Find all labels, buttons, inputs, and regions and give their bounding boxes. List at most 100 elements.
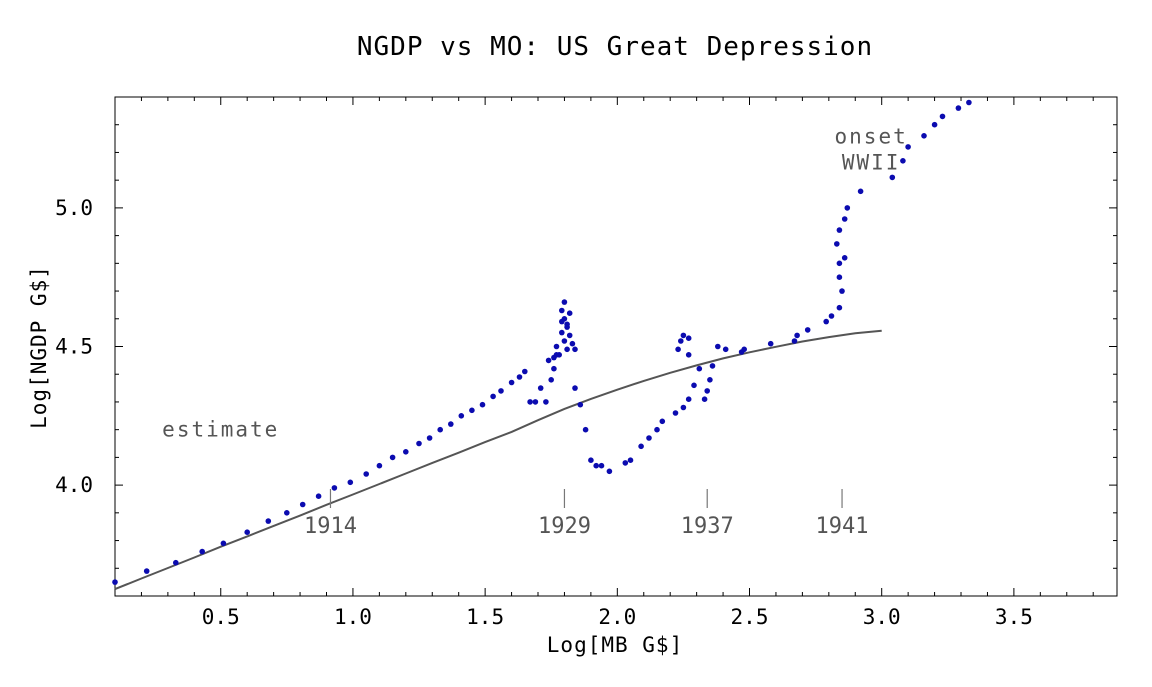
data-point <box>844 205 851 211</box>
x-tick-label: 3.5 <box>995 605 1033 629</box>
data-point <box>561 338 568 344</box>
x-tick-label: 2.5 <box>731 605 769 629</box>
data-point <box>331 485 338 491</box>
data-point <box>678 338 684 344</box>
data-point <box>709 363 716 369</box>
data-point <box>722 346 729 353</box>
data-point <box>794 332 800 339</box>
data-point <box>265 518 272 524</box>
data-point <box>284 510 290 516</box>
data-point <box>834 241 840 247</box>
y-tick-label: 4.0 <box>55 473 93 497</box>
data-point <box>680 404 687 411</box>
data-point <box>685 352 692 358</box>
annotation-wwii: onset <box>835 125 908 149</box>
year-marker-label: 1937 <box>681 514 734 539</box>
data-point <box>577 401 584 408</box>
annotation-estimate: estimate <box>162 418 279 442</box>
data-point <box>767 340 774 347</box>
frame-ticks <box>114 96 1117 597</box>
data-point <box>522 368 528 375</box>
data-point <box>598 462 605 469</box>
data-point <box>315 493 322 500</box>
data-point <box>841 216 848 222</box>
data-point <box>741 346 747 353</box>
data-point <box>704 388 710 394</box>
data-point <box>566 310 573 317</box>
data-point <box>680 332 687 339</box>
data-point <box>696 365 703 372</box>
data-point <box>836 274 843 281</box>
year-markers: 1914 1929 1937 1941 <box>304 489 869 539</box>
data-point <box>347 479 354 486</box>
data-point <box>553 343 560 350</box>
data-point <box>299 501 306 508</box>
data-point <box>199 548 205 555</box>
data-point <box>823 318 829 325</box>
data-point <box>715 343 721 350</box>
data-point <box>543 399 549 405</box>
data-point <box>691 382 697 389</box>
data-point <box>458 413 465 419</box>
data-point <box>931 121 938 128</box>
year-marker-label: 1941 <box>816 514 869 539</box>
data-point <box>376 462 383 469</box>
data-point <box>363 471 370 477</box>
data-point <box>426 435 433 441</box>
data-point <box>685 396 692 403</box>
data-point <box>498 388 504 394</box>
data-point <box>828 313 835 319</box>
data-point <box>566 332 573 339</box>
data-point <box>836 260 843 267</box>
data-point <box>646 435 652 441</box>
data-point <box>569 340 576 347</box>
data-point <box>593 462 599 469</box>
data-point <box>448 421 454 427</box>
data-point <box>532 399 539 405</box>
plot-frame <box>114 96 1118 597</box>
data-point <box>707 377 713 383</box>
data-point <box>955 105 962 111</box>
data-point <box>537 385 544 391</box>
data-point <box>479 401 486 408</box>
data-point <box>654 426 660 433</box>
data-point <box>244 529 250 535</box>
data-point <box>701 396 708 403</box>
data-point <box>572 346 578 353</box>
chart-title: NGDP vs MO: US Great Depression <box>357 32 873 62</box>
x-tick-labels: 0.5 1.0 1.5 2.0 2.5 3.0 3.5 <box>202 605 1033 629</box>
x-tick-label: 3.0 <box>863 605 901 629</box>
data-point <box>389 454 396 461</box>
data-point <box>627 457 634 464</box>
data-point <box>220 540 227 547</box>
data-point <box>606 468 613 475</box>
data-point <box>403 449 409 455</box>
data-point <box>173 559 179 566</box>
estimate-curve <box>114 329 882 591</box>
x-tick-label: 1.5 <box>466 605 504 629</box>
data-point <box>561 316 568 322</box>
data-point <box>112 579 118 585</box>
data-point <box>939 113 946 120</box>
data-point <box>588 457 594 464</box>
data-point <box>551 365 557 372</box>
data-point <box>675 346 681 353</box>
y-tick-label: 5.0 <box>55 196 93 220</box>
annotation-wwii: WWII <box>842 151 901 175</box>
data-point <box>791 338 798 344</box>
data-point <box>638 443 644 450</box>
data-point <box>527 399 533 405</box>
data-point <box>841 254 848 261</box>
data-point <box>548 377 554 383</box>
x-tick-label: 1.0 <box>334 605 372 629</box>
data-point <box>559 307 565 314</box>
data-point <box>490 393 496 400</box>
data-point <box>143 568 150 574</box>
data-point <box>561 299 568 305</box>
data-point <box>564 346 570 353</box>
x-tick-label: 0.5 <box>202 605 240 629</box>
x-tick-label: 2.0 <box>598 605 636 629</box>
data-point <box>572 385 578 391</box>
